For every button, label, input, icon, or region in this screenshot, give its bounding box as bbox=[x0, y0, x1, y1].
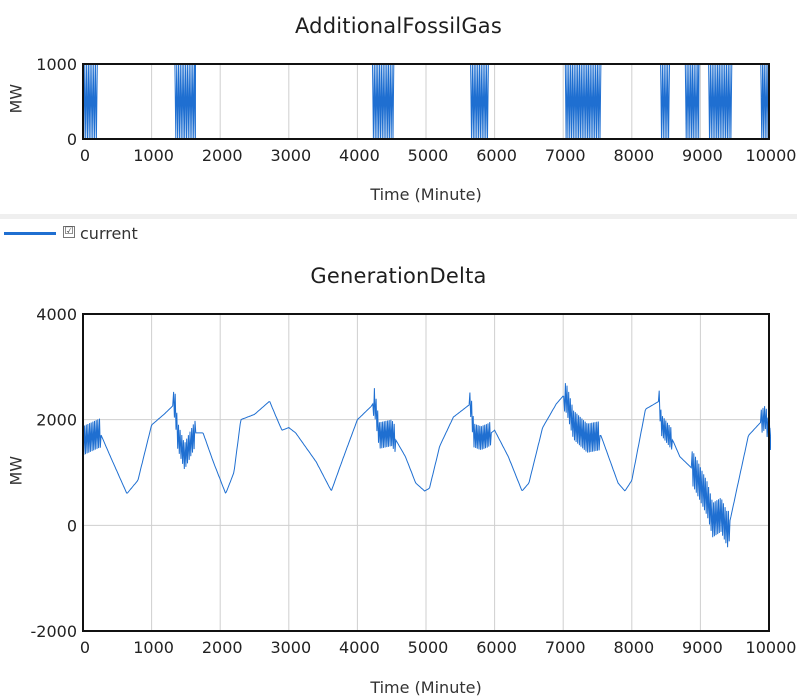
chart-panel-additional-fossil-gas: AdditionalFossilGas 0 1000 2000 3000 4000 500… bbox=[0, 0, 797, 214]
x-tick-label: 5000 bbox=[408, 638, 449, 657]
x-tick-label: 10000 bbox=[746, 146, 797, 165]
y-axis-label: MW bbox=[6, 455, 26, 486]
chart-panel-generation-delta: GenerationDelta 0 1000 2000 3000 4000 5000 600… bbox=[0, 250, 797, 697]
plot-frame bbox=[82, 313, 770, 632]
x-axis-label: Time (Minute) bbox=[370, 678, 482, 697]
x-tick-label: 8000 bbox=[613, 638, 654, 657]
legend: ☑ current bbox=[0, 222, 300, 246]
x-tick-label: 9000 bbox=[682, 146, 723, 165]
x-tick-label: 2000 bbox=[202, 146, 243, 165]
series-line-current bbox=[83, 383, 771, 548]
legend-checkbox[interactable]: ☑ bbox=[63, 226, 75, 238]
y-tick-label: 0 bbox=[67, 516, 77, 535]
x-tick-label: 7000 bbox=[545, 638, 586, 657]
x-tick-label: 5000 bbox=[408, 146, 449, 165]
x-tick-label: 3000 bbox=[270, 146, 311, 165]
plot-frame bbox=[82, 63, 770, 140]
chart-title: GenerationDelta bbox=[310, 264, 487, 288]
x-tick-label: 0 bbox=[80, 146, 90, 165]
y-tick-label: 4000 bbox=[36, 305, 77, 324]
x-tick-label: 1000 bbox=[133, 146, 174, 165]
x-tick-label: 1000 bbox=[133, 638, 174, 657]
chart-title: AdditionalFossilGas bbox=[294, 14, 503, 38]
y-tick-label: 1000 bbox=[36, 55, 77, 74]
y-tick-label: 0 bbox=[67, 130, 77, 149]
x-tick-label: 3000 bbox=[270, 638, 311, 657]
x-tick-label: 6000 bbox=[476, 638, 517, 657]
x-tick-label: 4000 bbox=[339, 638, 380, 657]
x-tick-label: 6000 bbox=[476, 146, 517, 165]
y-axis-label: MW bbox=[6, 83, 26, 114]
x-tick-label: 2000 bbox=[202, 638, 243, 657]
legend-swatch bbox=[4, 232, 56, 235]
x-axis-label: Time (Minute) bbox=[370, 185, 482, 204]
x-tick-label: 0 bbox=[80, 638, 90, 657]
chart-plot: 0 1000 2000 3000 4000 5000 6000 7000 8000 9000 100… bbox=[31, 305, 797, 657]
panel-divider bbox=[0, 214, 797, 219]
y-tick-label: -2000 bbox=[31, 622, 78, 641]
x-tick-label: 10000 bbox=[746, 638, 797, 657]
x-tick-label: 9000 bbox=[682, 638, 723, 657]
chart-plot: 0 1000 2000 3000 4000 5000 6000 7000 8000 9000 100… bbox=[36, 55, 797, 165]
x-tick-label: 7000 bbox=[545, 146, 586, 165]
x-tick-label: 4000 bbox=[339, 146, 380, 165]
legend-label: current bbox=[80, 224, 138, 243]
y-tick-label: 2000 bbox=[36, 411, 77, 430]
x-tick-label: 8000 bbox=[613, 146, 654, 165]
